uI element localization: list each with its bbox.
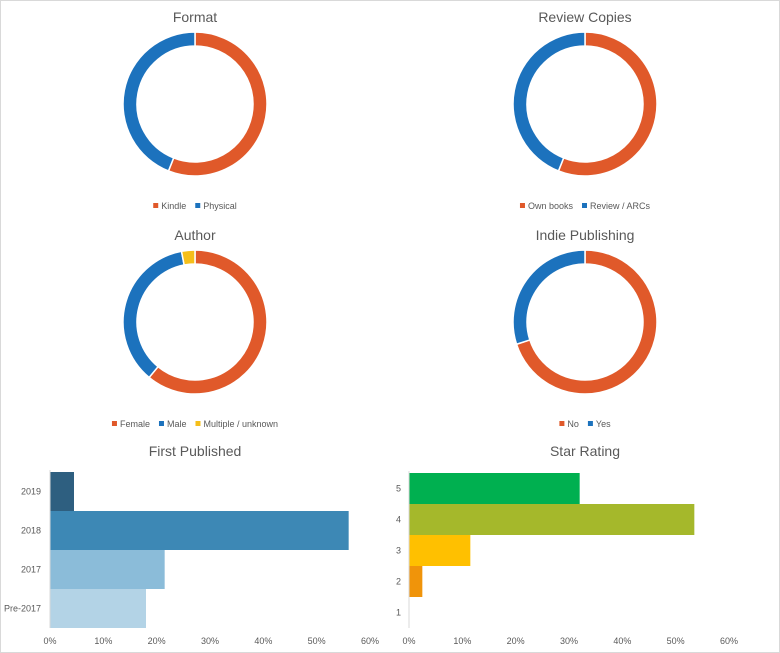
category-label-pre-2017: Pre-2017: [4, 604, 41, 614]
legend-marker-multiple-unknown: [195, 421, 201, 426]
chart-title: First Published: [149, 443, 242, 459]
x-tick-label: 20%: [507, 636, 525, 646]
legend-marker-female: [111, 421, 117, 426]
legend-label-own-books: Own books: [528, 201, 574, 211]
legend-marker-review-arcs: [582, 203, 587, 208]
chart-title: Format: [173, 9, 217, 25]
legend-marker-male: [158, 421, 164, 426]
x-tick-label: 0%: [43, 636, 56, 646]
category-label-3: 3: [396, 546, 401, 556]
legend-marker-kindle: [153, 203, 159, 208]
slice-review-arcs: [512, 31, 586, 172]
legend-label-multiple-unknown: Multiple / unknown: [203, 419, 278, 429]
slice-physical: [122, 31, 196, 172]
slice-kindle: [167, 31, 268, 177]
format-svg: Format Kindle Physical: [122, 9, 268, 211]
slice-multiple-unknown: [180, 249, 196, 266]
legend: Own books Review / ARCs: [519, 201, 651, 211]
legend-label-no: No: [567, 419, 579, 429]
x-tick-label: 50%: [308, 636, 326, 646]
bar-2018: [50, 511, 349, 550]
x-tick-label: 30%: [201, 636, 219, 646]
category-label-4: 4: [396, 515, 401, 525]
chart-title: Author: [174, 227, 216, 243]
legend: Female Male Multiple / unknown: [111, 419, 278, 429]
indie-publishing-chart: Indie Publishing No Yes: [391, 219, 780, 434]
first-published-chart: First Published 2019 2018 2017 Pre-2017 0% 10%…: [1, 437, 391, 652]
slice-own-books: [557, 31, 658, 177]
legend-label-female: Female: [120, 419, 150, 429]
x-tick-label: 60%: [361, 636, 379, 646]
bar-5: [409, 473, 580, 504]
legend-label-physical: Physical: [203, 201, 237, 211]
star-rating-chart: Star Rating 5 4 3 2 1 0% 10% 20% 30% 40% 50% 60%: [391, 437, 780, 652]
category-label-2018: 2018: [21, 526, 41, 536]
x-tick-label: 60%: [720, 636, 738, 646]
bar-2: [409, 566, 423, 597]
x-tick-label: 10%: [94, 636, 112, 646]
category-label-2019: 2019: [21, 487, 41, 497]
legend-marker-physical: [195, 203, 201, 208]
chart-title: Star Rating: [550, 443, 620, 459]
legend-label-male: Male: [167, 419, 187, 429]
indie-publishing-svg: Indie Publishing No Yes: [512, 227, 658, 429]
legend-marker-own-books: [519, 203, 525, 208]
review-copies-chart: Review Copies Own books Review / ARCs: [391, 1, 780, 216]
category-label-2: 2: [396, 577, 401, 587]
chart-title: Review Copies: [538, 9, 631, 25]
x-tick-label: 0%: [402, 636, 415, 646]
legend: No Yes: [559, 419, 611, 429]
x-tick-label: 10%: [453, 636, 471, 646]
legend-label-review-arcs: Review / ARCs: [590, 201, 651, 211]
review-copies-svg: Review Copies Own books Review / ARCs: [512, 9, 658, 211]
category-label-1: 1: [396, 608, 401, 618]
legend-marker-no: [559, 421, 565, 426]
x-tick-label: 40%: [613, 636, 631, 646]
author-chart: Author Female Male Multiple / unknown: [1, 219, 391, 434]
bar-2017: [50, 550, 165, 589]
author-svg: Author Female Male Multiple / unknown: [111, 227, 278, 429]
legend-marker-yes: [587, 421, 593, 426]
x-tick-label: 20%: [148, 636, 166, 646]
bar-pre-2017: [50, 589, 146, 628]
slice-male: [122, 250, 186, 379]
format-chart: Format Kindle Physical: [1, 1, 391, 216]
category-label-2017: 2017: [21, 565, 41, 575]
legend: Kindle Physical: [153, 201, 237, 211]
x-tick-label: 40%: [254, 636, 272, 646]
chart-title: Indie Publishing: [536, 227, 635, 243]
category-label-5: 5: [396, 484, 401, 494]
bar-3: [409, 535, 471, 566]
x-tick-label: 50%: [667, 636, 685, 646]
slice-yes: [512, 249, 586, 346]
first-published-svg: First Published 2019 2018 2017 Pre-2017 0% 10%…: [4, 443, 379, 646]
bar-4: [409, 504, 695, 535]
legend-label-kindle: Kindle: [161, 201, 186, 211]
bar-2019: [50, 472, 74, 511]
legend-label-yes: Yes: [596, 419, 611, 429]
x-tick-label: 30%: [560, 636, 578, 646]
